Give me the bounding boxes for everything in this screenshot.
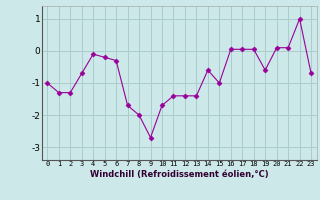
X-axis label: Windchill (Refroidissement éolien,°C): Windchill (Refroidissement éolien,°C) (90, 170, 268, 179)
